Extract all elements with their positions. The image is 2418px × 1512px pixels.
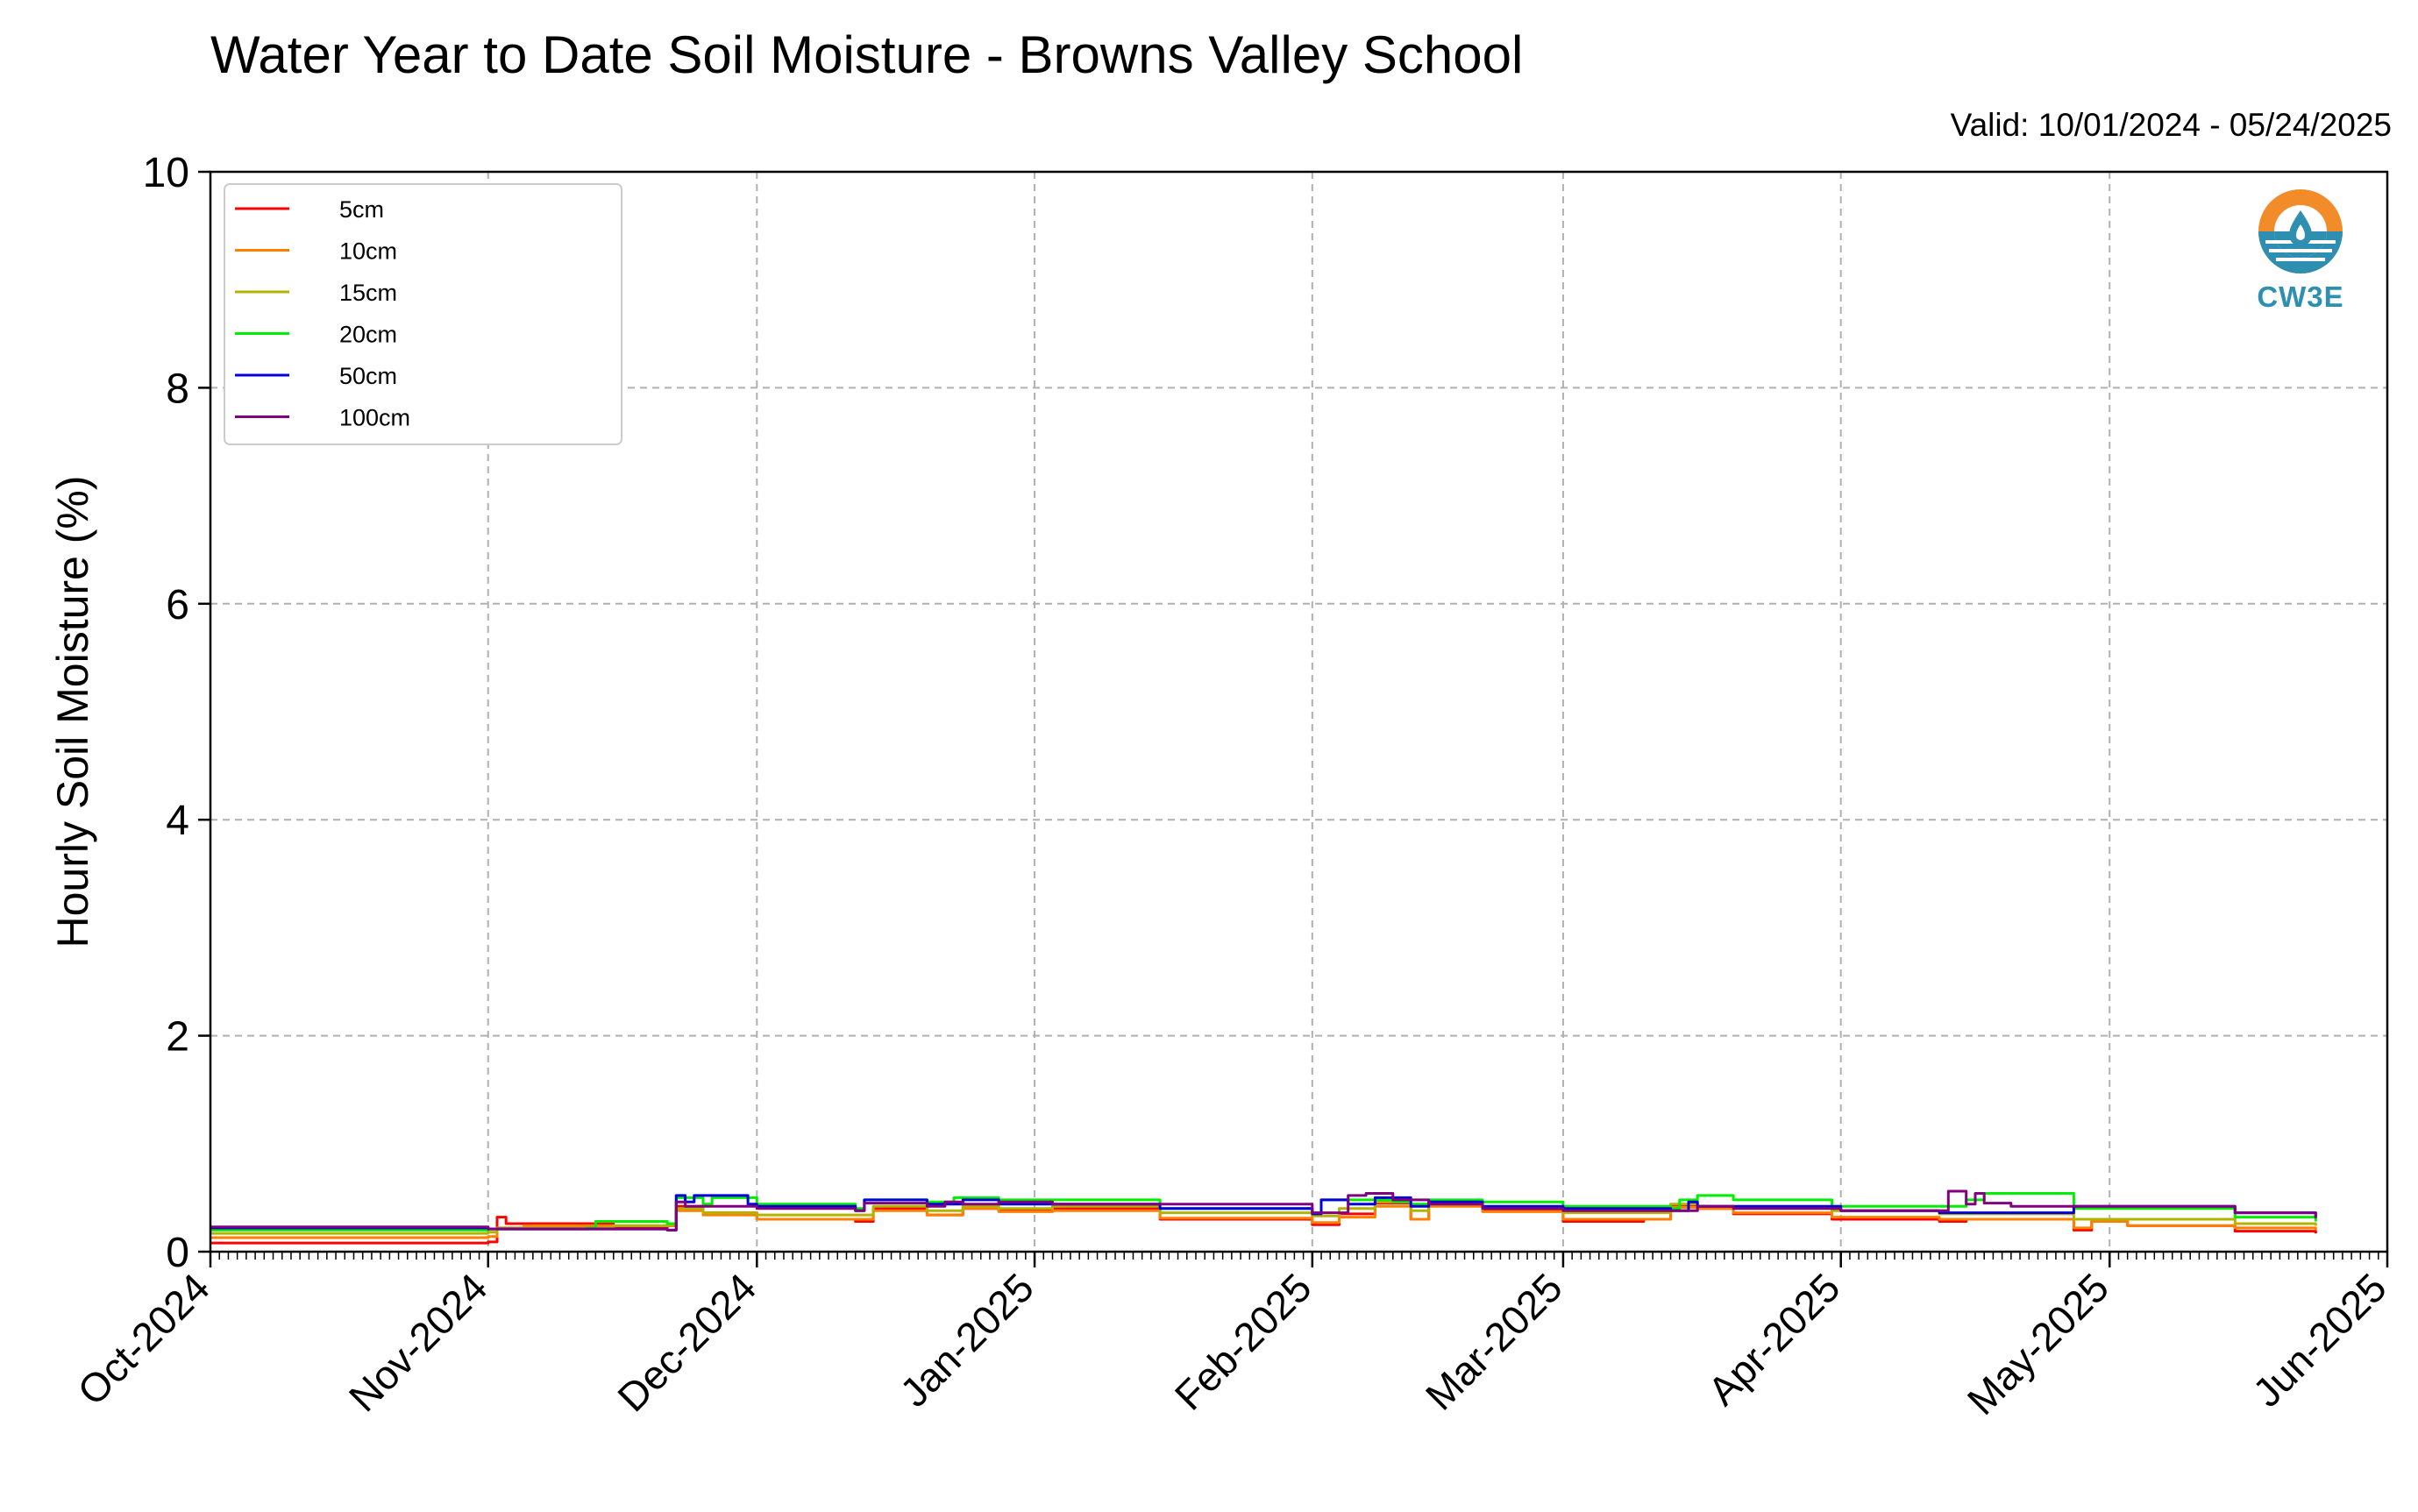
series-lines — [210, 1189, 2317, 1245]
legend-label-10cm: 10cm — [339, 238, 397, 265]
x-tick-label: Feb-2025 — [1166, 1265, 1320, 1419]
y-tick-label: 2 — [166, 1014, 189, 1061]
water-drop-logo-icon — [2258, 189, 2343, 273]
y-tick-label: 10 — [143, 150, 189, 196]
legend-box — [224, 183, 622, 445]
y-tick-label: 4 — [166, 798, 189, 844]
legend-label-100cm: 100cm — [339, 405, 410, 431]
legend-label-20cm: 20cm — [339, 322, 397, 348]
cw3e-logo: CW3E — [2248, 186, 2353, 323]
valid-date-range: Valid: 10/01/2024 - 05/24/2025 — [1950, 107, 2392, 143]
series-line-100cm — [210, 1189, 2317, 1232]
legend-label-50cm: 50cm — [339, 363, 397, 389]
y-tick-label: 6 — [166, 582, 189, 628]
legend-label-5cm: 5cm — [339, 196, 384, 223]
plot-frame — [209, 170, 2389, 1253]
x-tick-label: Dec-2024 — [608, 1265, 765, 1421]
x-tick-label: Jun-2025 — [2244, 1265, 2394, 1416]
y-axis-label: Hourly Soil Moisture (%) — [48, 475, 97, 948]
x-tick-label: Oct-2024 — [68, 1265, 218, 1415]
x-tick-label: May-2025 — [1959, 1265, 2117, 1423]
logo-text: CW3E — [2257, 280, 2344, 313]
x-tick-label: Nov-2024 — [340, 1265, 496, 1421]
x-tick-label: Apr-2025 — [1699, 1265, 1849, 1415]
x-tick-label: Mar-2025 — [1417, 1265, 1571, 1419]
chart-title: Water Year to Date Soil Moisture - Brown… — [210, 25, 1524, 84]
x-axis-ticks: Oct-2024 Nov-2024 Dec-2024 Jan-2025 Feb-2025… — [68, 1252, 2395, 1423]
legend-label-15cm: 15cm — [339, 280, 397, 306]
x-tick-label: Jan-2025 — [891, 1265, 1042, 1416]
y-tick-label: 8 — [166, 366, 189, 412]
minor-ticks — [210, 1252, 2388, 1260]
y-tick-label: 0 — [166, 1230, 189, 1276]
series-line-10cm — [210, 1204, 2317, 1239]
y-axis-ticks: 0 2 4 6 8 10 — [143, 150, 210, 1276]
legend: 5cm 10cm 15cm 20cm 50cm 100cm — [224, 183, 622, 445]
